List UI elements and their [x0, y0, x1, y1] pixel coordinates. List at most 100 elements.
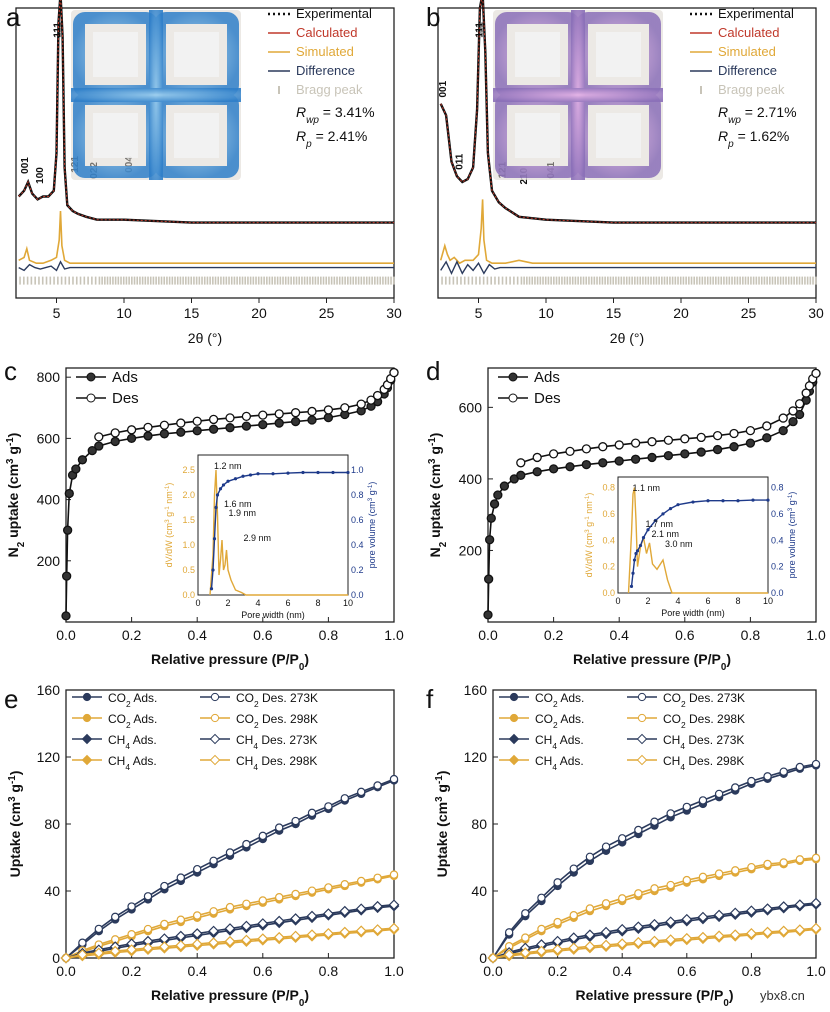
panel-b-xtick-label: 5	[475, 305, 483, 321]
panel-a-xtick-label: 5	[53, 305, 61, 321]
panel-d-marker-ads	[647, 452, 657, 463]
panel-d-inset-yright-tick: 0.0	[771, 588, 784, 598]
panel-b-peak-label: 001	[438, 80, 449, 97]
panel-c-inset-yright-tick: 0.6	[351, 515, 364, 525]
panel-a-xtick-label: 15	[184, 305, 200, 321]
panel-e-marker	[175, 930, 187, 942]
panel-f-marker	[747, 776, 756, 786]
panel-d-inset-yleft-tick: 0.4	[602, 535, 615, 545]
panel-e-xtick-label: 0.0	[56, 963, 76, 979]
panel-f-legend-marker	[508, 733, 520, 745]
panel-a-series-difference	[18, 260, 394, 272]
panel-d-inset-annotation: 3.0 nm	[665, 539, 693, 549]
panel-f-marker	[601, 899, 611, 908]
panel-b-series-simulated	[439, 199, 816, 265]
panel-f-xtick-label: 0.4	[612, 963, 632, 979]
panel-d-inset-yright-tick: 0.4	[771, 535, 784, 545]
panel-e-marker	[258, 831, 267, 841]
panel-c-marker-ads	[274, 418, 284, 428]
panel-e-marker	[192, 911, 202, 920]
panel-e-marker	[127, 902, 136, 911]
panel-d-marker-ads	[484, 574, 494, 584]
panel-f-marker	[810, 897, 822, 909]
panel-c-marker-ads	[126, 433, 137, 444]
panel-e-marker	[388, 922, 400, 934]
panel-f-ylabel: Uptake (cm3 g-1)	[434, 771, 451, 878]
panel-a-structure-cavity	[93, 113, 138, 158]
panel-c-xtick-label: 1.0	[384, 627, 404, 643]
panel-e-legend-label: CO2 Ads.	[108, 691, 157, 709]
panel-e-marker	[357, 787, 366, 797]
panel-d-marker-ads	[581, 459, 592, 470]
panel-e-marker	[324, 883, 333, 892]
panel-f-marker	[795, 762, 805, 772]
panel-e-marker	[291, 816, 300, 826]
panel-f-marker	[649, 935, 660, 947]
panel-e-marker	[109, 945, 121, 957]
panel-c-legend-marker	[86, 393, 96, 403]
panel-e-marker	[94, 924, 104, 934]
panel-f-marker	[713, 909, 725, 921]
panel-d-inset-xtick-label: 10	[763, 596, 773, 606]
panel-d-marker-des	[647, 437, 657, 447]
panel-a-structure-cavity	[174, 113, 219, 158]
panel-e-marker	[191, 938, 203, 950]
panel-e-marker	[324, 802, 333, 811]
panel-d-marker-ads	[532, 467, 542, 477]
panel-e-legend-label: CO2 Des. 298K	[236, 712, 318, 730]
panel-f-marker	[634, 825, 643, 835]
panel-f-marker	[616, 938, 628, 949]
panel-e-marker	[340, 880, 349, 889]
panel-label-a: a	[6, 2, 21, 32]
panel-f-ytick-label: 80	[471, 816, 487, 832]
panel-e-ytick-label: 120	[37, 749, 61, 765]
panel-e-marker	[208, 937, 219, 948]
panel-d-xtick-label: 1.0	[806, 627, 826, 643]
watermark: ybx8.cn	[760, 988, 805, 1003]
panel-c-marker-ads	[87, 445, 97, 456]
panel-f-marker	[779, 858, 788, 867]
panel-d-marker-ads	[483, 610, 493, 620]
panel-d-inset-yleft-tick: 0.6	[602, 509, 615, 519]
panel-c-inset-xtick-label: 2	[225, 598, 230, 608]
panel-c-inset-yright-tick: 0.2	[351, 565, 364, 575]
panel-e-marker	[209, 907, 218, 916]
panel-d-legend-marker	[508, 393, 518, 403]
panel-e-marker	[372, 924, 383, 935]
panel-f-marker	[585, 852, 595, 861]
panel-b-xtick-label: 20	[673, 305, 689, 321]
panel-c-inset-psd-line	[209, 469, 348, 596]
panel-e-ylabel: Uptake (cm3 g-1)	[7, 771, 24, 878]
panel-f-marker	[811, 759, 821, 769]
panel-f-marker	[537, 893, 546, 902]
panel-c-marker-des	[258, 410, 268, 420]
panel-f-legend-label: CO2 Des. 273K	[663, 691, 745, 709]
panel-f-xtick-label: 0.0	[483, 963, 503, 979]
panel-d-marker-ads	[712, 444, 723, 455]
panel-e-marker	[241, 920, 252, 932]
panel-f-marker	[568, 932, 580, 944]
panel-c-inset-annotation: 1.6 nm	[224, 499, 252, 509]
panel-e-legend-label: CH4 Ads.	[108, 754, 157, 772]
panel-e-marker	[275, 893, 284, 902]
panel-f-marker	[713, 930, 725, 942]
panel-f-marker	[794, 924, 806, 936]
panel-e-marker	[323, 908, 334, 919]
panel-label-d: d	[426, 356, 440, 386]
panel-e-marker	[339, 905, 351, 917]
panel-f-legend-label: CH4 Des. 273K	[663, 733, 744, 751]
panel-c-inset-ylabel-right: pore volume (cm3 g-1)	[367, 482, 378, 569]
panel-e-legend-marker	[82, 692, 92, 702]
panel-e-marker	[389, 774, 399, 784]
panel-f-marker	[521, 909, 530, 918]
panel-e-marker	[78, 938, 87, 947]
panel-e-ytick-label: 80	[44, 816, 60, 832]
panel-a-structure-bar	[71, 88, 241, 102]
panel-d-inset-psd-line	[627, 487, 768, 594]
panel-f-ytick-label: 0	[479, 950, 487, 966]
panel-d-marker-des	[598, 442, 608, 452]
panel-f-marker	[665, 934, 677, 945]
panel-f-marker	[682, 802, 692, 812]
panel-c-xlabel: Relative pressure (P/P0)	[151, 651, 309, 673]
panel-e-marker	[60, 952, 72, 964]
